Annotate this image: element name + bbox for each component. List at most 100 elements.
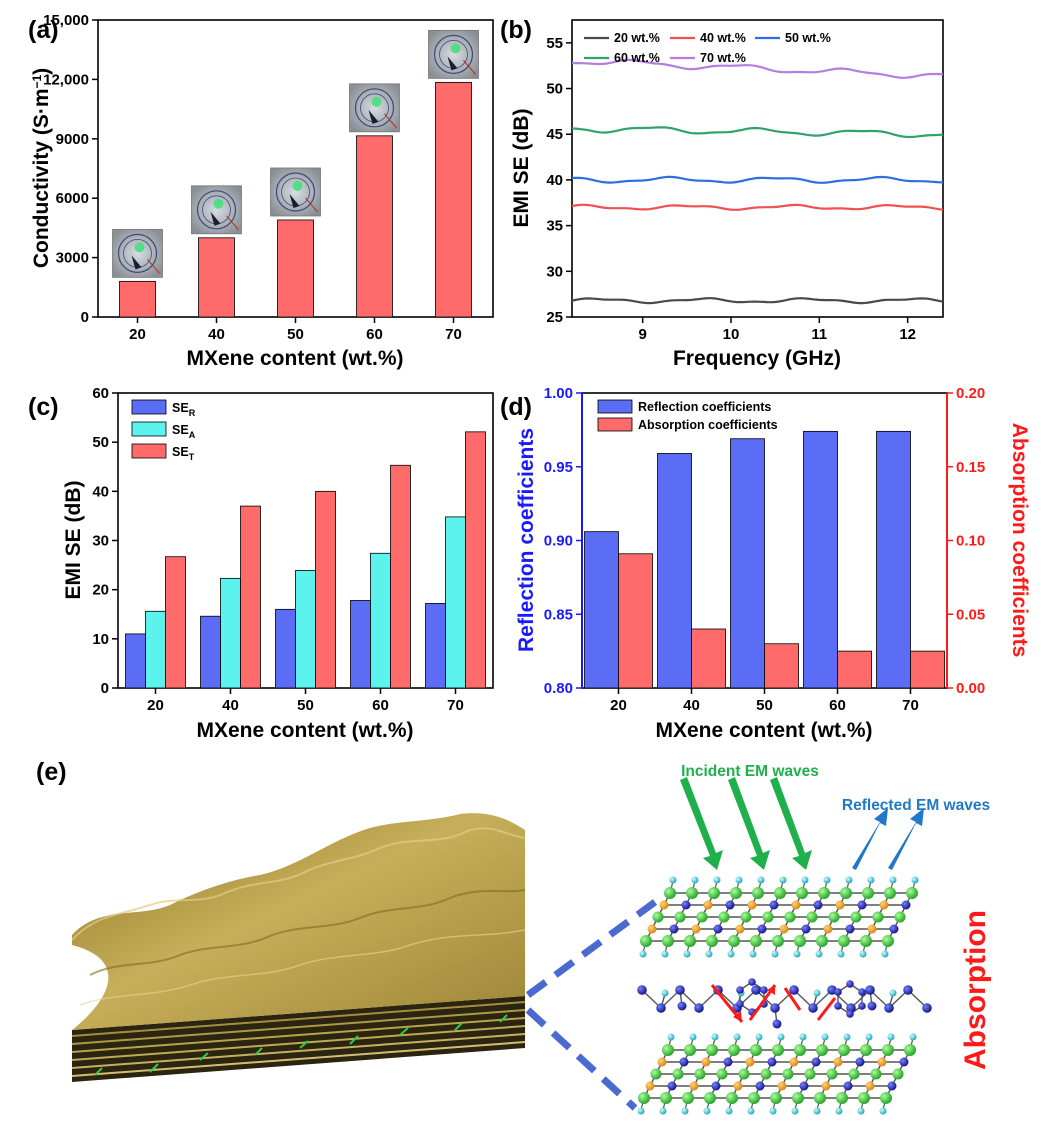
chart-b-ytick-label: 30 (546, 263, 563, 280)
chart-b-xtick-label: 9 (638, 326, 646, 343)
layered-film-illustration (71, 813, 526, 1082)
chart-c-legend-swatch (131, 399, 167, 415)
chart-d-legend-swatch (597, 399, 633, 414)
chart-b-ytick-label: 35 (546, 218, 563, 235)
chart-d-ytick-left-label: 0.80 (544, 680, 573, 697)
chart-c-bar (240, 505, 261, 689)
chart-a-xtick-label: 60 (366, 326, 383, 343)
mxene-layer-top (639, 876, 919, 958)
chart-c-bar (370, 552, 391, 689)
chart-c-bar (200, 615, 221, 689)
chart-a-sample-photo (349, 83, 400, 133)
chart-a-conductivity: 0 3000 6000 9000 12,000 15,000 20 40 50 60 70 MXen… (30, 12, 494, 370)
chart-a-xtick-label: 50 (287, 326, 304, 343)
chart-c-ylabel: EMI SE (dB) (62, 481, 85, 600)
chart-b-legend-label: 70 wt.% (700, 51, 746, 65)
schematic-em-shielding: Incident EM waves Reflected EM waves Abs… (71, 763, 992, 1115)
chart-a-xlabel: MXene content (wt.%) (186, 347, 403, 370)
chart-b-xtick-label: 10 (723, 326, 740, 343)
chart-c-xtick-label: 70 (447, 697, 464, 714)
chart-d-ytick-left-label: 1.00 (544, 385, 573, 402)
chart-d-bar-reflection (584, 531, 619, 689)
chart-d-bar-reflection (730, 438, 765, 689)
chart-a-bar (277, 219, 314, 318)
chart-d-ytick-right-label: 0.10 (956, 533, 985, 550)
zoom-guide-lines (525, 899, 658, 1111)
chart-d-bar-reflection (803, 430, 838, 689)
chart-b-ytick-label: 40 (546, 172, 563, 189)
chart-a-ylabel-main: Conductivity (S·m (30, 89, 53, 269)
chart-a-ytick-label: 12,000 (43, 71, 89, 88)
chart-c-ytick-label: 0 (101, 680, 109, 697)
chart-d-ytick-right-label: 0.15 (956, 459, 985, 476)
chart-b-xlabel: Frequency (GHz) (673, 347, 841, 370)
chart-b-legend: 20 wt.% 40 wt.% 50 wt.% 60 wt.% 70 wt.% (584, 31, 831, 65)
chart-c-emi-components: 0 10 20 30 40 50 60 20 40 50 60 70 SER SEA SET MXene … (62, 385, 494, 742)
chart-d-xtick-label: 70 (902, 697, 919, 714)
chart-a-bar (119, 280, 156, 318)
chart-d-xlabel: MXene content (wt.%) (655, 719, 872, 742)
chart-d-legend-label: Absorption coefficients (638, 418, 778, 432)
panel-label-c: (c) (28, 393, 59, 421)
chart-a-sample-photo (112, 228, 163, 278)
chart-d-coefficients: 0.80 0.85 0.90 0.95 1.00 0.00 0.05 0.10 0.15 0.20… (515, 385, 1031, 742)
polymer-layer-middle (637, 978, 932, 1029)
chart-c-bar (295, 570, 316, 689)
chart-c-ytick-label: 10 (92, 631, 109, 648)
chart-c-bar (275, 608, 296, 689)
chart-c-xtick-label: 40 (222, 697, 239, 714)
chart-d-legend-swatch (597, 417, 633, 432)
chart-a-ytick-label: 6000 (56, 190, 89, 207)
chart-c-bar (445, 516, 466, 689)
absorption-arrowheads (733, 985, 775, 1022)
chart-d-xtick-label: 60 (829, 697, 846, 714)
chart-d-bar-absorption (910, 650, 945, 689)
chart-b-xtick-label: 11 (811, 326, 827, 343)
chart-d-ytick-right-label: 0.20 (956, 385, 985, 402)
chart-c-legend-label: SEA (172, 423, 196, 440)
chart-b-ytick-label: 55 (546, 35, 563, 52)
chart-a-ytick-label: 0 (81, 309, 89, 326)
chart-c-bar (465, 431, 486, 689)
chart-a-bar (435, 81, 472, 318)
mxene-layer-bottom (637, 1033, 917, 1115)
chart-d-bar-absorption (764, 643, 799, 689)
chart-b-legend-label: 60 wt.% (614, 51, 660, 65)
chart-d-xtick-label: 50 (756, 697, 773, 714)
chart-d-xtick-label: 40 (683, 697, 700, 714)
chart-b-ytick-label: 25 (546, 309, 563, 326)
chart-c-bar (145, 610, 166, 689)
chart-a-sample-photo (191, 185, 242, 235)
chart-d-legend-label: Reflection coefficients (638, 400, 771, 414)
chart-d-bar-absorption (837, 650, 872, 689)
chart-c-ytick-label: 20 (92, 582, 109, 599)
chart-a-xtick-label: 20 (129, 326, 146, 343)
chart-a-ylabel: Conductivity (S·m−1) (30, 68, 53, 268)
chart-c-bar (315, 490, 336, 689)
chart-a-xtick-label: 70 (445, 326, 462, 343)
chart-b-ylabel: EMI SE (dB) (510, 109, 533, 228)
chart-c-legend: SER SEA SET (131, 399, 196, 462)
chart-d-ytick-left-label: 0.85 (544, 606, 573, 623)
chart-a-sample-photo (428, 29, 479, 79)
chart-d-ylabel-right: Absorption coefficients (1008, 423, 1031, 658)
chart-b-emi-vs-frequency: 25 30 35 40 45 50 55 9 10 11 12 20 wt.% 40 wt.% 50 w… (510, 19, 944, 370)
chart-d-ytick-left-label: 0.90 (544, 533, 573, 550)
chart-a-ylabel-sup: −1 (30, 75, 44, 89)
chart-d-ytick-right-label: 0.00 (956, 680, 985, 697)
chart-c-legend-label: SET (172, 445, 195, 462)
chart-c-xtick-label: 60 (372, 697, 389, 714)
chart-a-ytick-label: 3000 (56, 250, 89, 267)
chart-b-legend-label: 20 wt.% (614, 31, 660, 45)
chart-b-xtick-label: 12 (899, 326, 916, 343)
chart-a-bar (198, 237, 235, 318)
chart-d-bar-reflection (876, 430, 911, 689)
chart-d-bar-reflection (657, 453, 692, 689)
reflected-label: Reflected EM waves (842, 797, 990, 814)
chart-d-bar-absorption (618, 553, 653, 689)
chart-d-ytick-left-label: 0.95 (544, 459, 573, 476)
chart-a-ytick-label: 9000 (56, 131, 89, 148)
chart-c-legend-swatch (131, 421, 167, 437)
chart-c-ytick-label: 60 (92, 385, 109, 402)
